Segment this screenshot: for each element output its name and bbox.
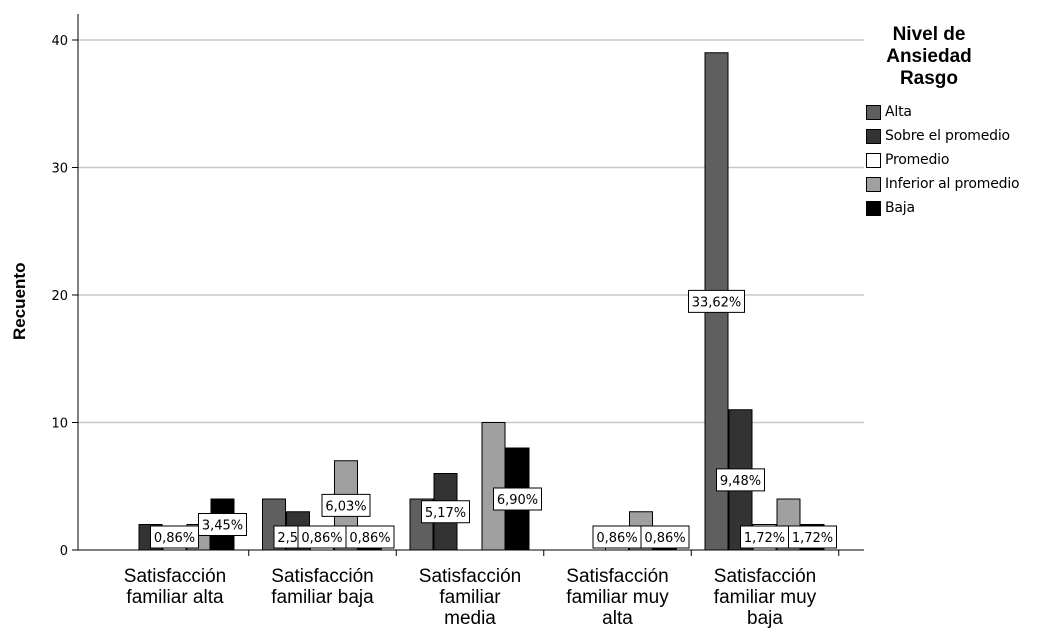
data-label-text: 5,17% <box>425 506 466 521</box>
x-tick-label: alta <box>602 608 633 629</box>
legend-item-baja: Baja <box>866 196 1041 220</box>
data-label-box <box>788 525 837 549</box>
data-label: 5,17% <box>421 500 470 524</box>
data-label-text: 0,86% <box>596 531 637 546</box>
y-tick-label: 10 <box>51 417 68 432</box>
data-label-box <box>421 500 470 524</box>
data-label-box <box>150 525 199 549</box>
y-tick-label: 30 <box>51 162 68 177</box>
data-label-text: 33,62% <box>692 295 742 310</box>
data-label-text: 3,45% <box>202 519 243 534</box>
data-label-box <box>716 468 765 492</box>
legend-swatch <box>866 176 881 192</box>
x-tick-label: media <box>444 608 496 629</box>
data-label: 0,86% <box>297 525 347 549</box>
legend-item-alta: Alta <box>866 100 1041 124</box>
data-label-text: 0,86% <box>644 531 685 546</box>
legend-title: Nivel de Ansiedad Rasgo <box>874 24 984 90</box>
legend-item-promedio: Promedio <box>866 148 1041 172</box>
legend-swatch <box>866 104 881 120</box>
x-tick-label: familiar muy <box>566 587 669 608</box>
data-label-text: 1,72% <box>792 531 833 546</box>
data-label-box <box>198 513 247 536</box>
data-label-text: 6,03% <box>325 499 366 514</box>
legend-label: Alta <box>885 104 912 120</box>
x-tick-label: Satisfacción <box>124 566 226 587</box>
data-label: 6,90% <box>493 487 542 511</box>
data-label: 1,72% <box>740 525 789 549</box>
x-tick-label: Satisfacción <box>566 566 668 587</box>
data-label: 0,86% <box>150 525 199 549</box>
data-label-box <box>493 487 542 511</box>
legend-item-inferior-al-promedio: Inferior al promedio <box>866 172 1041 196</box>
data-label-text: 0,86% <box>154 531 195 546</box>
data-label: 9,48% <box>716 468 765 492</box>
data-label-box <box>345 525 395 549</box>
data-label-box <box>640 525 690 549</box>
legend-title-line: Rasgo <box>899 68 959 89</box>
x-tick-label: familiar baja <box>271 587 374 608</box>
y-axis-label: Recuento <box>10 262 29 340</box>
legend-label: Baja <box>885 200 915 216</box>
x-tick-label: Satisfacción <box>419 566 521 587</box>
legend-label: Sobre el promedio <box>885 128 1010 144</box>
x-tick-label: familiar <box>439 587 501 608</box>
y-tick-label: 20 <box>51 289 68 304</box>
legend-item-sobre-el-promedio: Sobre el promedio <box>866 124 1041 148</box>
data-label: 33,62% <box>688 289 745 313</box>
legend-swatch <box>866 152 881 168</box>
data-label-text: 0,86% <box>349 531 390 546</box>
legend-swatch <box>866 128 881 144</box>
legend-label: Inferior al promedio <box>885 176 1020 192</box>
x-tick-label: Satisfacción <box>714 566 816 587</box>
data-label: 6,03% <box>321 493 371 517</box>
data-label: 0,86% <box>345 525 395 549</box>
legend-label: Promedio <box>885 152 950 168</box>
data-label-box <box>688 289 745 313</box>
y-tick-label: 0 <box>60 544 68 559</box>
data-label-text: 6,90% <box>497 493 538 508</box>
x-tick-label: familiar alta <box>126 587 224 608</box>
data-label: 3,45% <box>198 513 247 536</box>
legend-swatch <box>866 200 881 216</box>
data-label: 0,86% <box>640 525 690 549</box>
legend: Nivel de Ansiedad Rasgo Alta Sobre el pr… <box>866 24 1041 220</box>
bar <box>481 422 506 551</box>
data-labels: 0,86%3,45%2,59%0,86%6,03%0,86%5,17%6,90%… <box>150 289 837 549</box>
gridlines <box>78 39 864 424</box>
data-label: 0,86% <box>592 525 642 549</box>
data-label-text: 0,86% <box>301 531 342 546</box>
legend-items: Alta Sobre el promedio Promedio Inferior… <box>866 100 1041 220</box>
data-label-text: 1,72% <box>744 531 785 546</box>
legend-title-line: Nivel de <box>892 24 966 45</box>
x-tick-label: familiar muy <box>714 587 817 608</box>
data-label-box <box>321 493 371 517</box>
data-label: 1,72% <box>788 525 837 549</box>
x-tick-label: baja <box>747 608 783 629</box>
y-tick-label: 40 <box>51 34 68 49</box>
data-label-text: 9,48% <box>720 474 761 489</box>
x-tick-label: Satisfacción <box>271 566 373 587</box>
legend-title-line: Ansiedad <box>886 46 972 67</box>
